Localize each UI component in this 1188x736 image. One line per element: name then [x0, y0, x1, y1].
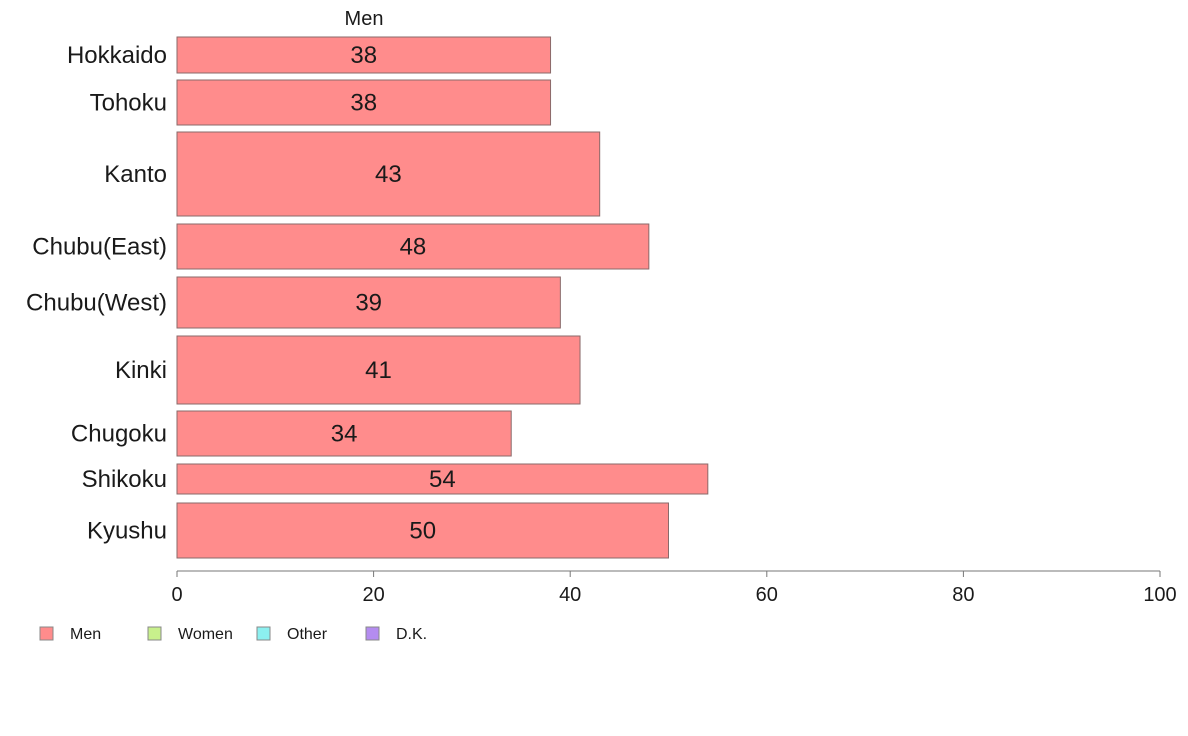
category-label: Kinki — [115, 357, 167, 384]
bar-value-label: 54 — [429, 466, 456, 493]
x-tick-label: 80 — [952, 584, 974, 606]
bar — [176, 502, 669, 559]
x-axis: 0 20 40 60 80 100 — [171, 570, 1177, 606]
x-tick-label: 100 — [1143, 584, 1176, 606]
x-tick-label: 0 — [171, 584, 182, 606]
category-label: Chugoku — [71, 421, 167, 448]
x-tick-label: 60 — [756, 584, 778, 606]
bar — [176, 463, 709, 495]
legend-swatch — [39, 626, 54, 641]
legend-label: D.K. — [396, 626, 427, 643]
bar-value-label: 48 — [400, 234, 427, 261]
x-tick-label: 20 — [362, 584, 384, 606]
bar-value-label: 34 — [331, 421, 358, 448]
legend-label: Women — [178, 626, 233, 643]
bar-value-label: 41 — [365, 357, 392, 384]
chart-title: Men — [345, 8, 384, 30]
legend-swatch — [256, 626, 271, 641]
category-label: Hokkaido — [67, 42, 167, 69]
legend-label: Men — [70, 626, 101, 643]
legend-label: Other — [287, 626, 328, 643]
legend-swatch — [147, 626, 162, 641]
x-tick-label: 40 — [559, 584, 581, 606]
category-label: Chubu(East) — [32, 234, 167, 261]
bar — [176, 79, 552, 126]
bar-value-label: 50 — [409, 518, 436, 545]
bar — [176, 410, 512, 457]
category-label: Kyushu — [87, 518, 167, 545]
bar — [176, 335, 581, 405]
category-label: Kanto — [104, 161, 167, 188]
category-label: Tohoku — [90, 90, 167, 117]
bar-value-label: 38 — [350, 42, 377, 69]
bar-value-label: 43 — [375, 161, 402, 188]
category-label: Chubu(West) — [26, 290, 167, 317]
bar — [176, 276, 561, 329]
bar — [176, 36, 552, 74]
bar-value-label: 39 — [355, 290, 382, 317]
bar — [176, 131, 601, 217]
bar — [176, 223, 650, 270]
legend-swatch — [365, 626, 380, 641]
category-label: Shikoku — [82, 466, 167, 493]
bars-group: Hokkaido 38 Tohoku 38 Kanto 43 Chubu(East) 48 Ch… — [26, 36, 709, 559]
legend: Men Women Other D.K. — [39, 626, 427, 643]
bar-value-label: 38 — [350, 90, 377, 117]
